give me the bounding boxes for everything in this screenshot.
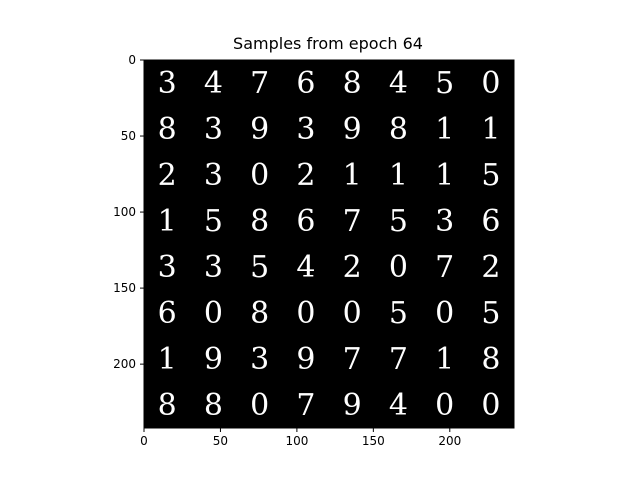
digit-sample: 1: [435, 158, 454, 193]
digit-sample: 0: [481, 388, 500, 423]
digit-sample: 9: [296, 342, 315, 377]
y-tick-label: 150: [113, 281, 136, 295]
digit-sample: 1: [158, 342, 177, 377]
digit-sample: 7: [435, 250, 454, 285]
digit-sample: 4: [204, 66, 223, 101]
digit-sample: 0: [296, 296, 315, 331]
digit-sample: 3: [158, 250, 177, 285]
digit-sample: 8: [250, 204, 269, 239]
digit-sample: 9: [250, 112, 269, 147]
digit-sample: 5: [481, 296, 500, 331]
digit-sample: 5: [250, 250, 269, 285]
digit-sample: 8: [158, 388, 177, 423]
digit-sample: 5: [389, 204, 408, 239]
digit-sample: 0: [481, 66, 500, 101]
digit-sample: 0: [204, 296, 223, 331]
y-tick-label: 100: [113, 205, 136, 219]
y-tick-label: 0: [128, 53, 136, 67]
y-axis: 0 50 100 150 200: [113, 53, 144, 371]
digit-sample: 6: [296, 204, 315, 239]
digit-sample: 0: [435, 388, 454, 423]
digit-sample: 2: [481, 250, 500, 285]
digit-sample: 7: [296, 388, 315, 423]
digit-sample: 9: [204, 342, 223, 377]
digit-sample: 8: [204, 388, 223, 423]
axes-frame: [143, 59, 515, 429]
x-tick-label: 150: [362, 434, 385, 448]
chart-title: Samples from epoch 64: [233, 34, 423, 53]
digit-sample: 3: [204, 112, 223, 147]
digit-sample: 6: [481, 204, 500, 239]
digit-sample: 3: [204, 250, 223, 285]
digit-sample: 9: [343, 388, 362, 423]
digit-sample: 2: [343, 250, 362, 285]
digit-sample: 3: [158, 66, 177, 101]
digit-sample: 9: [343, 112, 362, 147]
digit-sample: 8: [250, 296, 269, 331]
digit-sample: 3: [204, 158, 223, 193]
digit-sample: 1: [343, 158, 362, 193]
digit-sample: 1: [389, 158, 408, 193]
digit-sample: 7: [343, 342, 362, 377]
digit-grid: 3 4 7 6 8 4 5 08 3 9 3 9 8 1 12 3 0 2 1 1 1 51 5 8 6 7 5 3 63 3 5 4 2 0 7 2…: [158, 66, 501, 423]
digit-sample: 1: [435, 342, 454, 377]
digit-sample: 5: [204, 204, 223, 239]
digit-sample: 1: [158, 204, 177, 239]
digit-sample: 0: [343, 296, 362, 331]
digit-sample: 7: [343, 204, 362, 239]
digit-sample: 1: [435, 112, 454, 147]
digit-sample: 4: [296, 250, 315, 285]
digit-sample: 8: [389, 112, 408, 147]
digit-sample: 4: [389, 388, 408, 423]
digit-sample: 6: [296, 66, 315, 101]
digit-sample: 8: [158, 112, 177, 147]
digit-sample: 5: [389, 296, 408, 331]
digit-sample: 2: [158, 158, 177, 193]
digit-sample: 6: [158, 296, 177, 331]
digit-sample: 0: [250, 388, 269, 423]
x-tick-label: 50: [213, 434, 228, 448]
digit-sample: 3: [296, 112, 315, 147]
digit-sample: 8: [343, 66, 362, 101]
x-tick-label: 200: [438, 434, 461, 448]
x-axis: 0 50 100 150 200: [140, 428, 461, 448]
y-tick-label: 200: [113, 357, 136, 371]
digit-sample: 7: [389, 342, 408, 377]
digit-sample: 1: [481, 112, 500, 147]
digit-sample: 8: [481, 342, 500, 377]
y-tick-label: 50: [121, 129, 136, 143]
digit-sample: 3: [435, 204, 454, 239]
x-tick-label: 0: [140, 434, 148, 448]
digit-sample: 4: [389, 66, 408, 101]
digit-sample: 5: [481, 158, 500, 193]
digit-sample: 0: [435, 296, 454, 331]
digit-sample: 0: [250, 158, 269, 193]
digit-sample: 7: [250, 66, 269, 101]
digit-sample: 5: [435, 66, 454, 101]
digit-sample: 0: [389, 250, 408, 285]
digit-sample: 3: [250, 342, 269, 377]
x-tick-label: 100: [285, 434, 308, 448]
digit-sample: 2: [296, 158, 315, 193]
sample-image: [144, 60, 514, 428]
